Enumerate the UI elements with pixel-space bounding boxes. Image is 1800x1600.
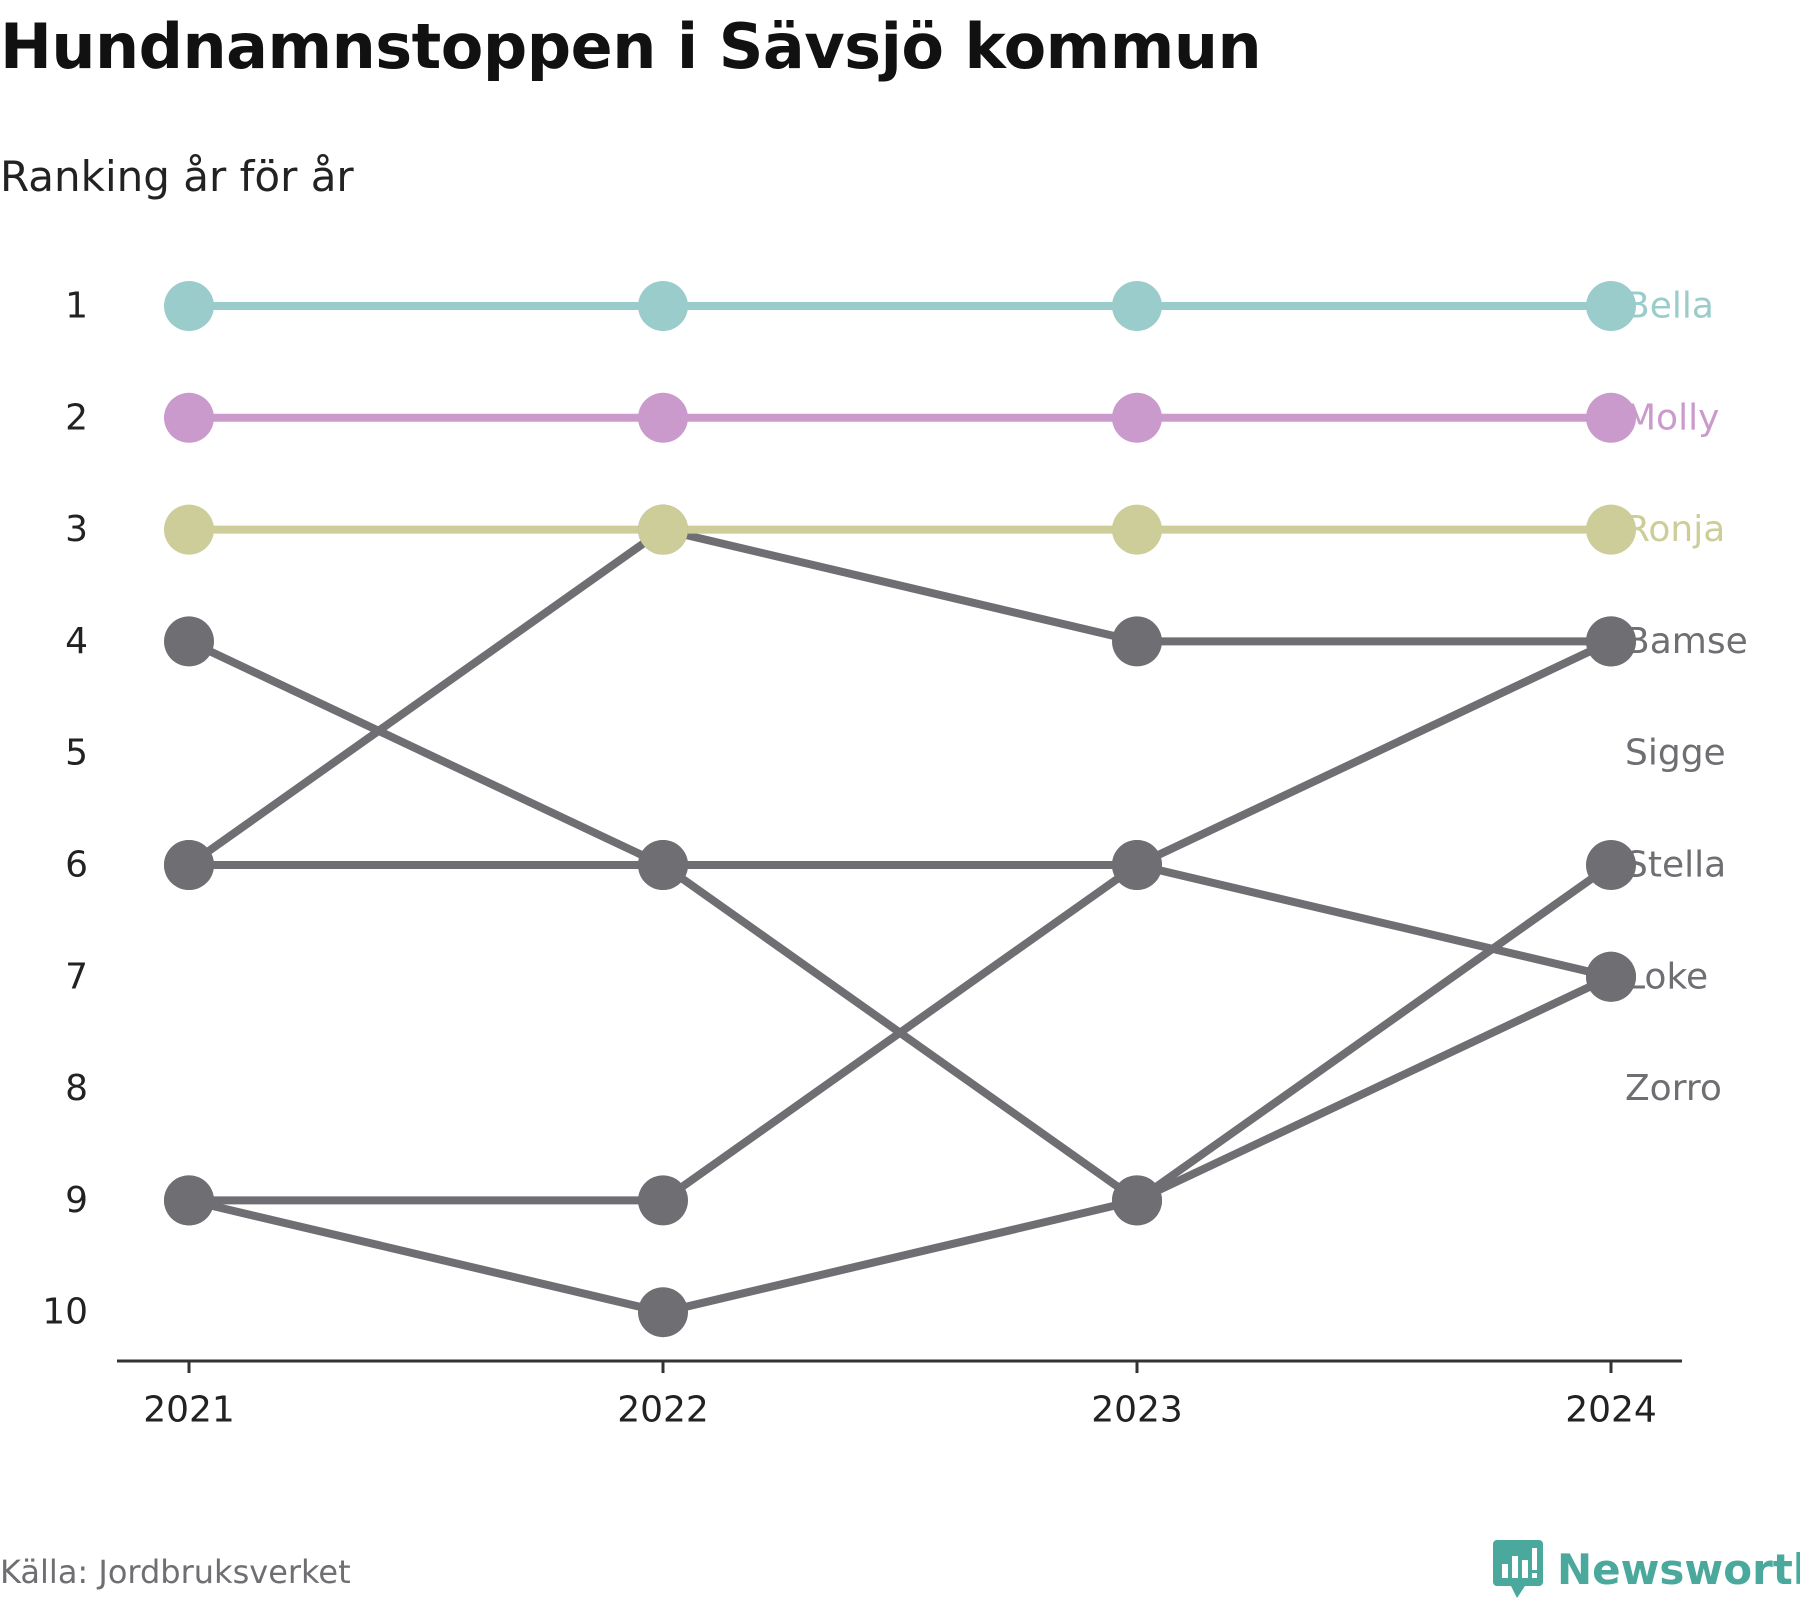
series-line <box>185 637 1615 1205</box>
series-label: Stella <box>1625 845 1726 886</box>
series-label: Loke <box>1625 956 1708 997</box>
series-line <box>185 861 1615 1317</box>
series-line <box>185 861 1615 1205</box>
y-tick-label: 5 <box>65 733 88 774</box>
data-point <box>164 392 214 443</box>
data-point <box>638 1175 688 1226</box>
data-point <box>638 504 688 555</box>
y-axis-ticks: 1 2 3 4 5 6 7 8 9 10 <box>42 286 88 1333</box>
series-line <box>185 525 1615 869</box>
x-axis: 2021 2022 2023 2024 <box>117 1359 1682 1431</box>
data-point <box>1112 616 1162 667</box>
bump-chart: 1 2 3 4 5 6 7 8 9 10 2021 2022 2023 2024 Bella Molly R… <box>42 281 1748 1431</box>
data-point <box>1112 504 1162 555</box>
series-label: Zorro <box>1625 1068 1722 1109</box>
data-point <box>638 1287 688 1338</box>
data-point <box>164 504 214 555</box>
series-label: Bamse <box>1625 621 1748 662</box>
data-point <box>164 281 214 331</box>
series-labels: Bella Molly Ronja Bamse Sigge Stella Loke Zorro <box>1625 286 1748 1110</box>
data-point <box>1586 951 1636 1002</box>
series-label: Bella <box>1625 286 1714 327</box>
y-tick-label: 8 <box>65 1068 88 1109</box>
y-tick-label: 7 <box>65 956 88 997</box>
data-point <box>164 840 214 890</box>
data-point <box>638 840 688 890</box>
source-note: Källa: Jordbruksverket <box>0 1553 351 1591</box>
y-tick-label: 6 <box>65 845 88 886</box>
brand-name: Newsworthy <box>1557 1544 1800 1594</box>
y-tick-label: 9 <box>65 1180 88 1221</box>
series-lines <box>185 302 1615 1317</box>
data-point <box>1112 392 1162 443</box>
bar-chart-speech-bubble-icon <box>1493 1540 1543 1598</box>
data-point <box>164 1175 214 1226</box>
data-point <box>164 616 214 667</box>
data-point <box>1586 504 1636 555</box>
data-point <box>1586 392 1636 443</box>
series-points <box>164 281 1636 1338</box>
y-tick-label: 4 <box>65 621 88 662</box>
data-point <box>1112 840 1162 890</box>
x-tick-label: 2023 <box>1091 1390 1183 1431</box>
x-tick-label: 2024 <box>1565 1390 1657 1431</box>
data-point <box>638 281 688 331</box>
series-label: Ronja <box>1625 509 1725 550</box>
x-tick-label: 2021 <box>143 1390 235 1431</box>
data-point <box>638 392 688 443</box>
chart-title: Hundnamnstoppen i Sävsjö kommun <box>0 10 1262 83</box>
chart-subtitle: Ranking år för år <box>0 152 354 201</box>
y-tick-label: 3 <box>65 509 88 550</box>
y-tick-label: 10 <box>42 1292 88 1333</box>
series-label: Molly <box>1625 397 1719 438</box>
series-line <box>185 637 1615 981</box>
data-point <box>1586 616 1636 667</box>
series-label: Sigge <box>1625 733 1726 774</box>
data-point <box>1112 281 1162 331</box>
y-tick-label: 1 <box>65 286 88 327</box>
data-point <box>1112 1175 1162 1226</box>
brand-logo: Newsworthy <box>1493 1540 1800 1598</box>
y-tick-label: 2 <box>65 397 88 438</box>
x-tick-label: 2022 <box>617 1390 709 1431</box>
data-point <box>1586 840 1636 890</box>
data-point <box>1586 281 1636 331</box>
